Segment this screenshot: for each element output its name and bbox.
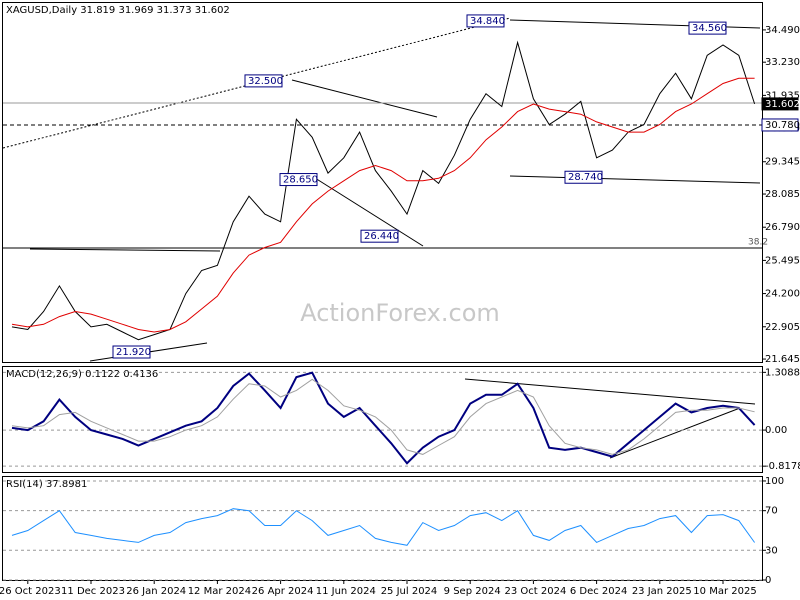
price-panel xyxy=(2,2,763,363)
annotation: 38.2 xyxy=(748,238,768,248)
chart-title: RSI(14) 37.8981 xyxy=(6,479,87,490)
y-tick-label: 100 xyxy=(765,476,784,487)
annotation: 28.740 xyxy=(568,172,603,183)
series-line xyxy=(11,77,755,333)
series-line xyxy=(11,371,756,465)
series-line xyxy=(11,508,756,546)
annotation-box xyxy=(466,14,505,28)
watermark: ActionForex.com xyxy=(300,299,500,327)
annotation-box xyxy=(360,229,399,243)
annotation: 30.780 xyxy=(765,120,800,131)
chart-title: MACD(12,26,9) 0.1122 0.4136 xyxy=(6,369,158,380)
x-tick-label: 9 Sep 2024 xyxy=(444,586,501,597)
annotation: 31.602 xyxy=(765,99,800,110)
annotation-box xyxy=(564,170,603,184)
y-tick-label: 26.790 xyxy=(765,222,800,233)
annotation-box xyxy=(761,118,799,132)
annotation-box xyxy=(244,74,283,88)
trendline xyxy=(29,248,221,252)
chart-title: XAGUSD,Daily 31.819 31.969 31.373 31.602 xyxy=(6,5,230,16)
series-line xyxy=(11,378,755,455)
y-tick-label: 25.495 xyxy=(765,255,800,266)
y-tick-label: 34.490 xyxy=(765,25,800,36)
y-tick-label: 28.085 xyxy=(765,189,800,200)
annotation: 28.650 xyxy=(283,175,318,186)
y-tick-label: 0 xyxy=(765,575,771,586)
x-tick-label: 12 Mar 2024 xyxy=(188,586,251,597)
y-tick-label: -0.8178 xyxy=(765,461,800,472)
annotation: 32.500 xyxy=(248,76,283,87)
y-tick-label: 21.645 xyxy=(765,354,800,365)
x-tick-label: 26 Oct 2023 xyxy=(0,586,61,597)
y-tick-label: 22.905 xyxy=(765,322,800,333)
trendline xyxy=(291,79,438,118)
x-tick-label: 23 Oct 2024 xyxy=(504,586,566,597)
trendline xyxy=(464,378,756,405)
annotation-box xyxy=(688,21,727,35)
y-tick-label: 33.230 xyxy=(765,57,800,68)
trendline xyxy=(314,177,424,247)
annotation: 34.840 xyxy=(470,16,505,27)
series-line xyxy=(11,40,756,341)
trendline xyxy=(509,175,761,184)
y-tick-label: 0.00 xyxy=(765,425,787,436)
x-tick-label: 25 Jul 2024 xyxy=(381,586,438,597)
trendline xyxy=(609,407,741,459)
y-tick-label: 30 xyxy=(765,545,778,556)
y-tick-label: 31.935 xyxy=(765,90,800,101)
x-tick-label: 11 Jun 2024 xyxy=(316,586,376,597)
annotation-box xyxy=(279,173,318,187)
x-tick-label: 11 Dec 2023 xyxy=(61,586,125,597)
y-tick-label: 24.200 xyxy=(765,289,800,300)
annotation: 34.560 xyxy=(692,23,727,34)
y-tick-label: 1.3088 xyxy=(765,367,800,378)
y-tick-label: 29.345 xyxy=(765,157,800,168)
x-tick-label: 26 Apr 2024 xyxy=(252,586,314,597)
annotation: 21.920 xyxy=(116,347,151,358)
annotation: 26.440 xyxy=(364,231,399,242)
x-tick-label: 6 Dec 2024 xyxy=(570,586,628,597)
annotation-box xyxy=(761,97,799,111)
annotation-box xyxy=(112,345,151,359)
x-tick-label: 10 Mar 2025 xyxy=(693,586,756,597)
y-tick-label: 70 xyxy=(765,506,778,517)
x-tick-label: 23 Jan 2025 xyxy=(632,586,692,597)
macd-panel xyxy=(2,366,763,473)
x-tick-label: 26 Jan 2024 xyxy=(126,586,186,597)
